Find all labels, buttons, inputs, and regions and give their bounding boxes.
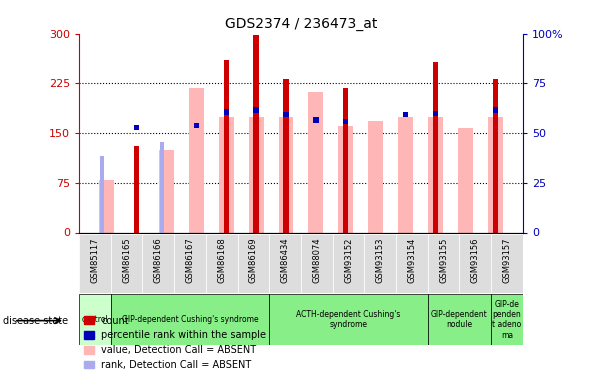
Bar	[398, 117, 413, 232]
Bar	[254, 107, 259, 112]
Text: GIP-dependent
nodule: GIP-dependent nodule	[431, 310, 488, 329]
Bar	[343, 88, 348, 232]
Bar	[238, 234, 269, 292]
Bar	[79, 234, 111, 292]
Text: GIP-de
penden
t adeno
ma: GIP-de penden t adeno ma	[492, 300, 522, 340]
Bar	[313, 117, 319, 123]
Bar	[100, 156, 104, 232]
Bar	[142, 234, 174, 292]
Bar	[269, 294, 428, 345]
Bar	[301, 234, 333, 292]
Bar	[364, 234, 396, 292]
Bar	[492, 107, 498, 112]
Bar	[194, 123, 199, 128]
Bar	[491, 234, 523, 292]
Text: GSM93153: GSM93153	[376, 237, 385, 283]
Text: GIP-dependent Cushing's syndrome: GIP-dependent Cushing's syndrome	[122, 315, 258, 324]
Text: GSM93154: GSM93154	[407, 237, 416, 283]
Text: GSM86169: GSM86169	[249, 237, 258, 283]
Bar	[492, 79, 498, 232]
Bar	[428, 294, 491, 345]
Text: GSM93155: GSM93155	[439, 237, 448, 283]
Bar	[79, 294, 111, 345]
Bar	[174, 234, 206, 292]
Bar	[428, 234, 460, 292]
Bar	[283, 112, 289, 117]
Bar	[428, 117, 443, 232]
Text: GSM93152: GSM93152	[344, 237, 353, 283]
Bar	[488, 117, 503, 232]
Bar	[433, 62, 438, 232]
Bar	[161, 142, 164, 232]
Text: GSM86165: GSM86165	[122, 237, 131, 283]
Bar	[491, 294, 523, 345]
Bar	[460, 234, 491, 292]
Bar	[433, 111, 438, 116]
Bar	[134, 125, 139, 130]
Bar	[134, 146, 139, 232]
Legend: count, percentile rank within the sample, value, Detection Call = ABSENT, rank, : count, percentile rank within the sample…	[84, 315, 266, 370]
Bar	[278, 117, 294, 232]
Bar	[403, 112, 408, 117]
Bar	[458, 128, 473, 232]
Text: GSM86168: GSM86168	[217, 237, 226, 283]
Bar	[249, 117, 264, 232]
Text: control: control	[81, 315, 108, 324]
Bar	[219, 117, 233, 232]
Text: GSM86167: GSM86167	[185, 237, 195, 283]
Text: GSM85117: GSM85117	[91, 237, 99, 283]
Bar	[159, 150, 174, 232]
Text: GSM86166: GSM86166	[154, 237, 163, 283]
Bar	[224, 60, 229, 232]
Bar	[368, 121, 383, 232]
Bar	[189, 88, 204, 232]
Text: disease state: disease state	[3, 316, 68, 326]
Bar	[111, 234, 142, 292]
Text: GSM88074: GSM88074	[313, 237, 321, 283]
Bar	[338, 126, 353, 232]
Text: ACTH-dependent Cushing's
syndrome: ACTH-dependent Cushing's syndrome	[296, 310, 401, 329]
Bar	[333, 234, 364, 292]
Text: GSM93156: GSM93156	[471, 237, 480, 283]
Text: GSM93157: GSM93157	[503, 237, 511, 283]
Bar	[283, 79, 289, 232]
Text: GSM86434: GSM86434	[281, 237, 289, 283]
Bar	[111, 294, 269, 345]
Bar	[206, 234, 238, 292]
Bar	[269, 234, 301, 292]
Bar	[343, 118, 348, 124]
Title: GDS2374 / 236473_at: GDS2374 / 236473_at	[225, 17, 377, 32]
Bar	[224, 109, 229, 115]
Bar	[254, 35, 259, 232]
Bar	[308, 92, 323, 232]
Bar	[99, 180, 114, 232]
Bar	[396, 234, 428, 292]
